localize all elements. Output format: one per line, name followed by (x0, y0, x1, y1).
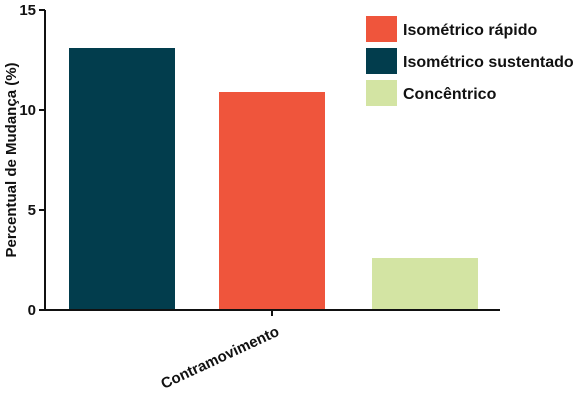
bar-isometrico-sustentado (69, 48, 175, 310)
bar-isometrico-rapido (219, 92, 325, 310)
y-tick-label: 5 (28, 202, 36, 219)
bar-concentrico (372, 258, 478, 310)
y-tick-label: 10 (19, 102, 36, 119)
y-tick-label: 15 (19, 2, 36, 19)
legend-swatch (366, 48, 397, 74)
y-axis-title: Percentual de Mudança (%) (3, 62, 20, 257)
x-axis-category-label: Contramovimento (158, 323, 282, 393)
legend-label: Isométrico rápido (403, 22, 537, 39)
y-tick-label: 0 (28, 302, 36, 319)
legend-swatch (366, 80, 397, 106)
legend-swatch (366, 16, 397, 42)
legend: Isométrico rápido Isométrico sustentado Co… (366, 16, 574, 106)
legend-label: Isométrico sustentado (403, 54, 574, 71)
legend-label: Concêntrico (403, 86, 497, 103)
bars-group (69, 48, 478, 316)
y-ticks-group: 0 5 10 15 (19, 2, 45, 319)
